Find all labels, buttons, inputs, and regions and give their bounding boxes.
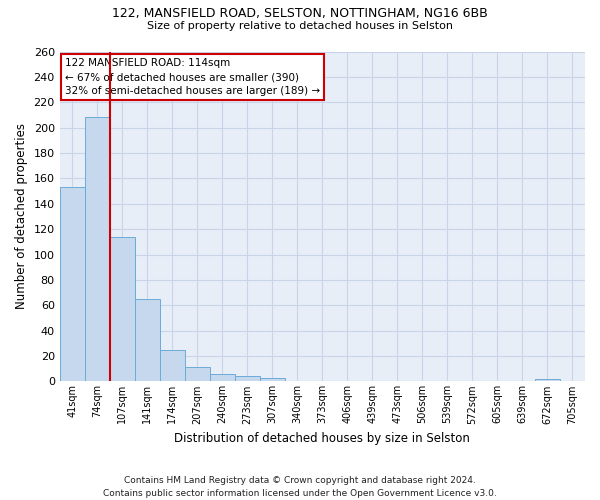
Bar	[110, 236, 135, 382]
Bar	[185, 368, 210, 382]
Bar	[235, 376, 260, 382]
Text: Size of property relative to detached houses in Selston: Size of property relative to detached ho…	[147, 21, 453, 31]
Bar	[85, 118, 110, 382]
Text: 122 MANSFIELD ROAD: 114sqm
← 67% of detached houses are smaller (390)
32% of sem: 122 MANSFIELD ROAD: 114sqm ← 67% of deta…	[65, 58, 320, 96]
Y-axis label: Number of detached properties: Number of detached properties	[15, 124, 28, 310]
Bar	[535, 379, 560, 382]
Text: Contains HM Land Registry data © Crown copyright and database right 2024.
Contai: Contains HM Land Registry data © Crown c…	[103, 476, 497, 498]
Bar	[160, 350, 185, 382]
Bar	[260, 378, 285, 382]
X-axis label: Distribution of detached houses by size in Selston: Distribution of detached houses by size …	[175, 432, 470, 445]
Text: 122, MANSFIELD ROAD, SELSTON, NOTTINGHAM, NG16 6BB: 122, MANSFIELD ROAD, SELSTON, NOTTINGHAM…	[112, 8, 488, 20]
Bar	[135, 299, 160, 382]
Bar	[59, 188, 85, 382]
Bar	[210, 374, 235, 382]
